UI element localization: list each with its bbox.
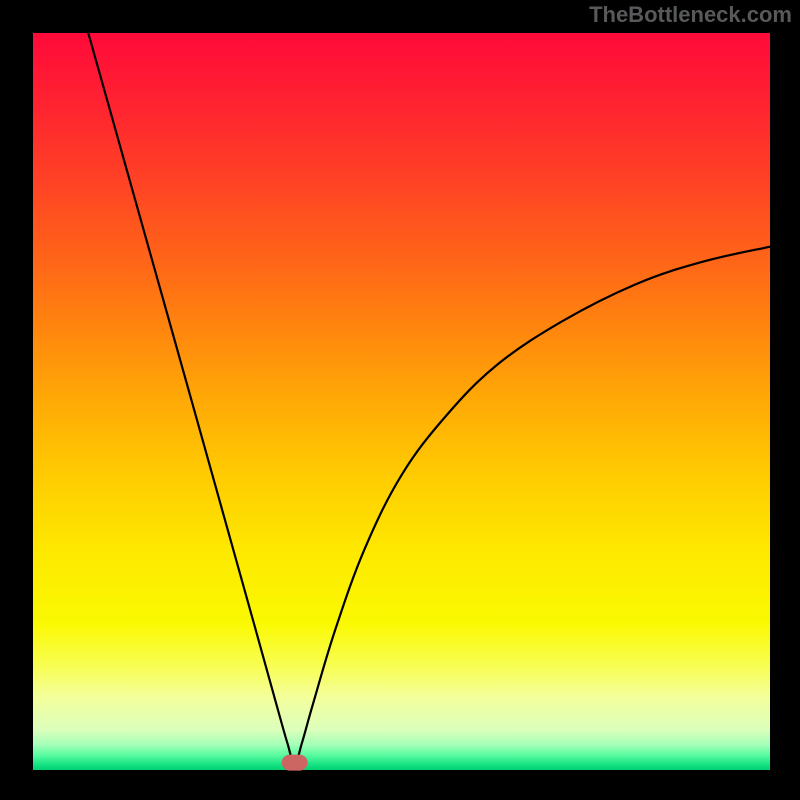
chart-plot-background <box>33 33 770 770</box>
chart-container: TheBottleneck.com <box>0 0 800 800</box>
optimal-point-marker <box>282 755 308 771</box>
bottleneck-curve-chart <box>0 0 800 800</box>
watermark-text: TheBottleneck.com <box>589 2 792 28</box>
